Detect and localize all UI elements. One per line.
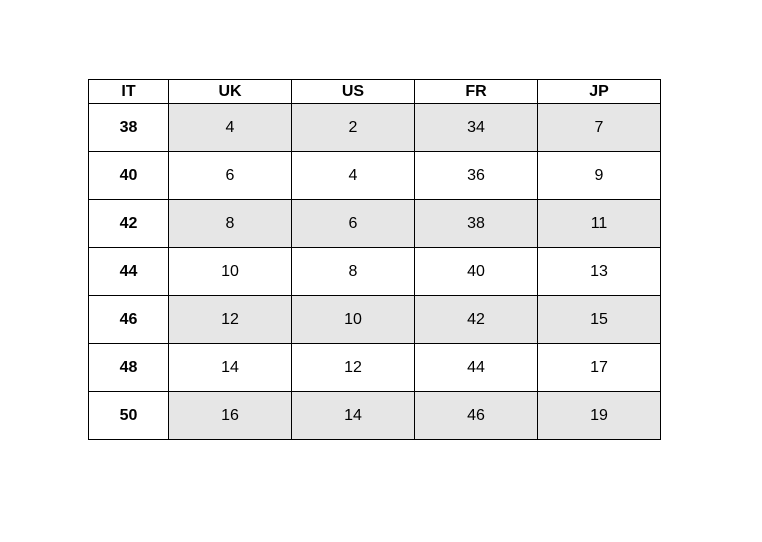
cell-it: 40 — [88, 151, 169, 200]
cell-us: 4 — [291, 151, 415, 200]
column-header-uk: UK — [168, 79, 292, 104]
cell-us: 10 — [291, 295, 415, 344]
column-header-it: IT — [88, 79, 169, 104]
cell-it: 50 — [88, 391, 169, 440]
cell-us: 8 — [291, 247, 415, 296]
cell-jp: 9 — [537, 151, 661, 200]
cell-it: 44 — [88, 247, 169, 296]
cell-fr: 34 — [414, 103, 538, 152]
table-row: 38 4 2 34 7 — [88, 103, 661, 152]
cell-fr: 44 — [414, 343, 538, 392]
cell-jp: 13 — [537, 247, 661, 296]
cell-fr: 42 — [414, 295, 538, 344]
cell-uk: 6 — [168, 151, 292, 200]
cell-uk: 8 — [168, 199, 292, 248]
cell-jp: 11 — [537, 199, 661, 248]
cell-us: 12 — [291, 343, 415, 392]
cell-it: 46 — [88, 295, 169, 344]
table-row: 44 10 8 40 13 — [88, 247, 661, 296]
cell-uk: 16 — [168, 391, 292, 440]
cell-jp: 17 — [537, 343, 661, 392]
table-row: 46 12 10 42 15 — [88, 295, 661, 344]
cell-it: 38 — [88, 103, 169, 152]
table-row: 50 16 14 46 19 — [88, 391, 661, 440]
column-header-fr: FR — [414, 79, 538, 104]
cell-uk: 12 — [168, 295, 292, 344]
cell-fr: 38 — [414, 199, 538, 248]
column-header-us: US — [291, 79, 415, 104]
cell-us: 6 — [291, 199, 415, 248]
cell-uk: 14 — [168, 343, 292, 392]
cell-us: 14 — [291, 391, 415, 440]
cell-jp: 15 — [537, 295, 661, 344]
cell-fr: 36 — [414, 151, 538, 200]
cell-uk: 4 — [168, 103, 292, 152]
cell-uk: 10 — [168, 247, 292, 296]
column-header-jp: JP — [537, 79, 661, 104]
table-row: 48 14 12 44 17 — [88, 343, 661, 392]
cell-it: 48 — [88, 343, 169, 392]
cell-us: 2 — [291, 103, 415, 152]
cell-jp: 7 — [537, 103, 661, 152]
cell-it: 42 — [88, 199, 169, 248]
cell-fr: 40 — [414, 247, 538, 296]
table-row: 42 8 6 38 11 — [88, 199, 661, 248]
header-row: IT UK US FR JP — [88, 79, 661, 104]
cell-fr: 46 — [414, 391, 538, 440]
table-row: 40 6 4 36 9 — [88, 151, 661, 200]
cell-jp: 19 — [537, 391, 661, 440]
size-conversion-table: IT UK US FR JP 38 4 2 34 7 40 6 4 36 9 42 8 6 38 11 44 10 8 40… — [88, 79, 661, 440]
